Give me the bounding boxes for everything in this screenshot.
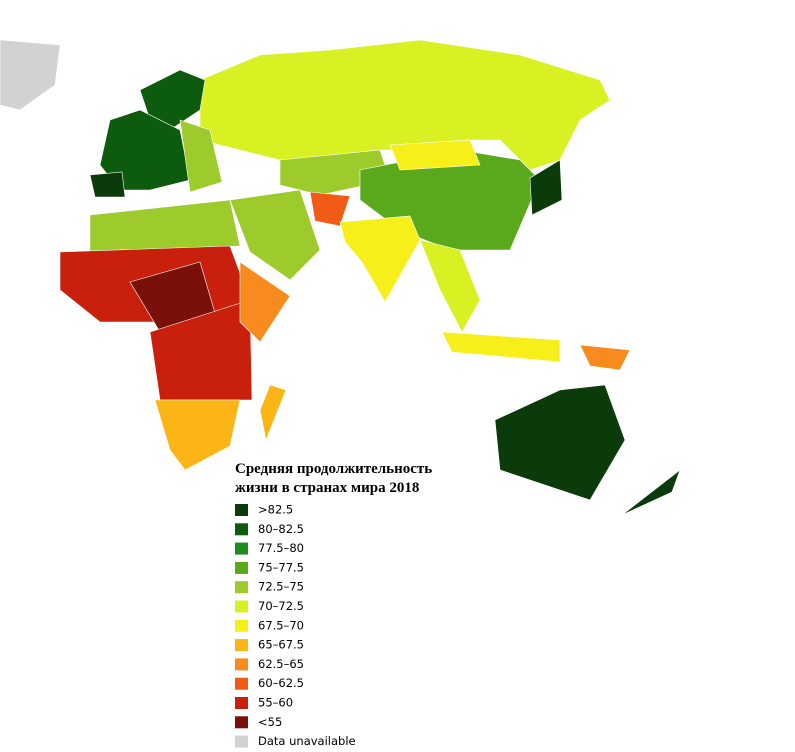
region xyxy=(494,384,626,501)
region xyxy=(89,199,241,253)
legend-swatch xyxy=(235,600,248,613)
region xyxy=(579,344,631,371)
legend-label: <55 xyxy=(258,715,282,729)
legend-swatch xyxy=(235,523,248,536)
legend-swatch xyxy=(235,619,248,632)
legend-label: 77.5–80 xyxy=(258,541,304,555)
legend: Средняя продолжительность жизни в странах… xyxy=(235,461,432,748)
legend-swatch xyxy=(235,716,248,729)
legend-title: жизни в странах мира 2018 xyxy=(235,480,419,496)
legend-label: 65–67.5 xyxy=(258,638,304,652)
region xyxy=(389,139,481,171)
legend-label: 70–72.5 xyxy=(258,599,304,613)
legend-swatch xyxy=(235,504,248,516)
legend-swatch xyxy=(235,542,248,555)
region xyxy=(229,189,321,281)
region xyxy=(441,331,561,363)
region xyxy=(339,215,421,303)
legend-swatch xyxy=(235,677,248,690)
legend-swatch xyxy=(235,581,248,594)
legend-swatch xyxy=(235,658,248,671)
region xyxy=(529,159,563,216)
legend-swatch xyxy=(235,735,248,748)
region xyxy=(621,469,681,516)
legend-label: Data unavailable xyxy=(258,734,356,748)
regions xyxy=(0,39,681,516)
legend-label: >82.5 xyxy=(258,503,293,517)
legend-label: 62.5–65 xyxy=(258,657,304,671)
legend-label: 60–62.5 xyxy=(258,676,304,690)
legend-label: 75–77.5 xyxy=(258,560,304,574)
region xyxy=(149,299,253,401)
legend-label: 55–60 xyxy=(258,696,293,710)
legend-label: 80–82.5 xyxy=(258,522,304,536)
region xyxy=(309,191,351,227)
legend-title: Средняя продолжительность xyxy=(235,461,432,477)
region xyxy=(239,261,291,343)
legend-swatch xyxy=(235,697,248,709)
legend-label: 72.5–75 xyxy=(258,580,304,594)
region xyxy=(89,171,126,198)
region xyxy=(259,384,287,442)
region xyxy=(154,399,241,471)
region xyxy=(419,239,481,333)
legend-swatch xyxy=(235,639,248,652)
region xyxy=(179,119,223,193)
region xyxy=(0,39,61,111)
legend-swatch xyxy=(235,561,248,574)
legend-label: 67.5–70 xyxy=(258,618,304,632)
